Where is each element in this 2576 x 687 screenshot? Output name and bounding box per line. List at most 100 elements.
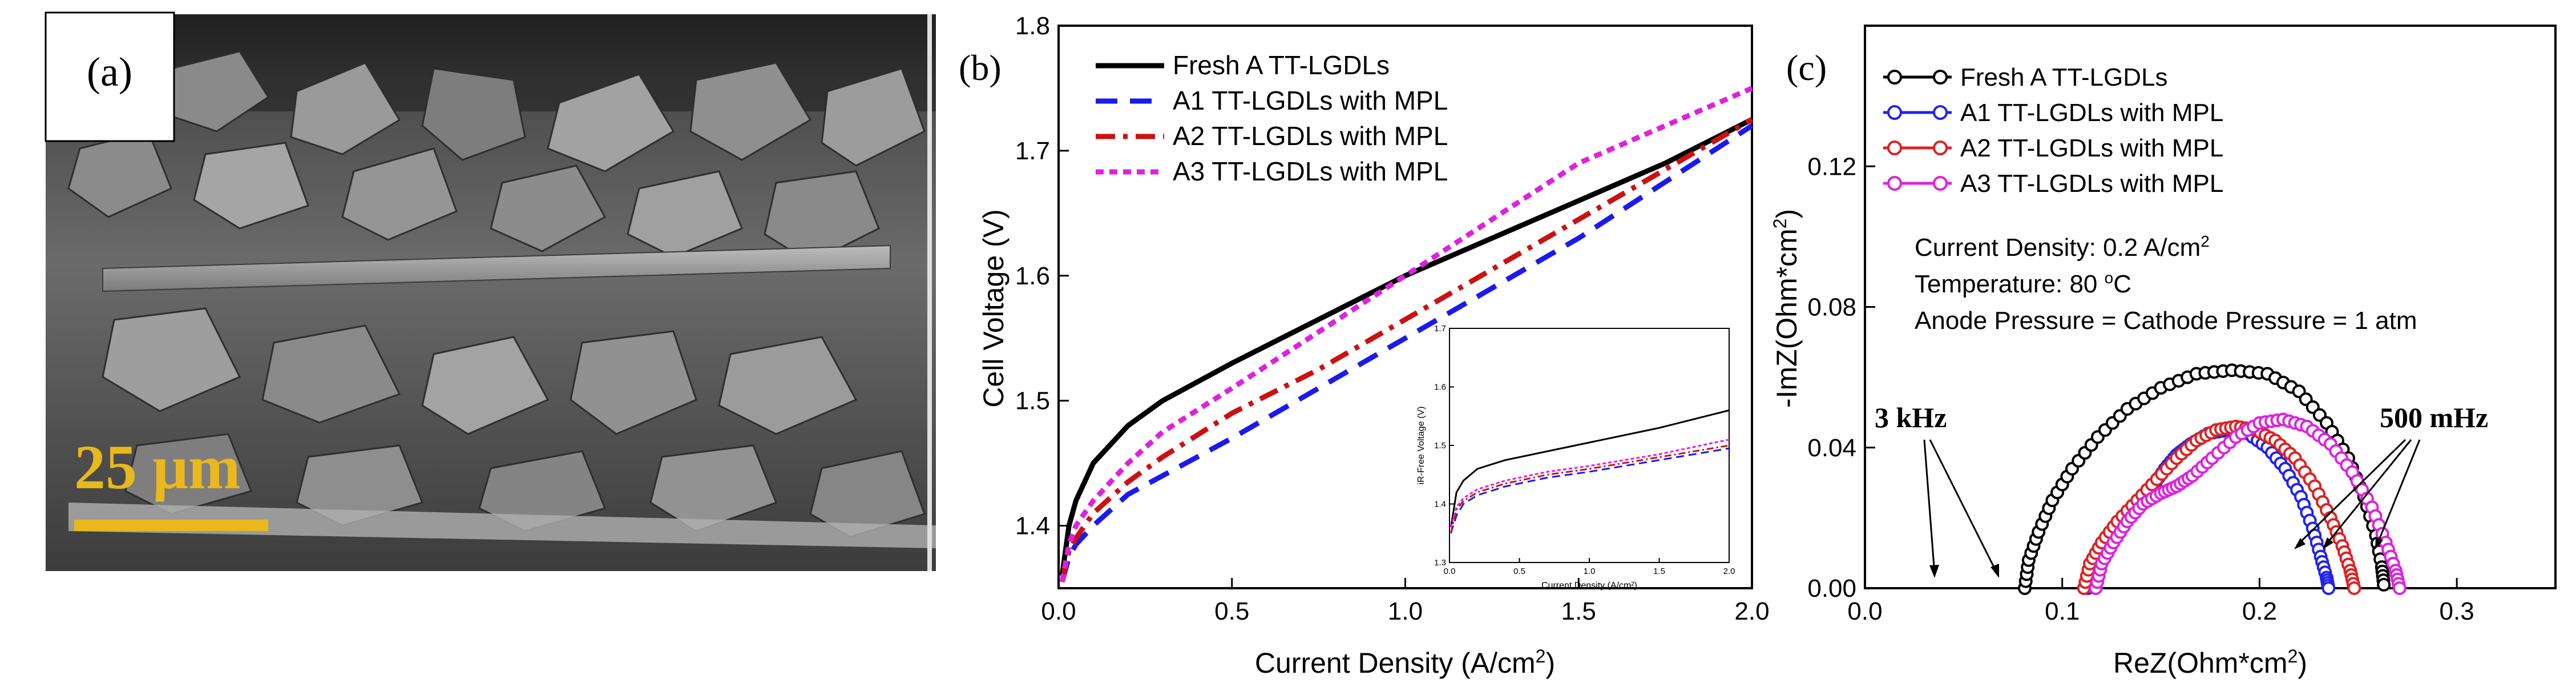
inset-series-line-3 [1450, 439, 1730, 528]
b-ytick-label: 1.6 [1015, 262, 1050, 290]
b-ytick-label: 1.5 [1015, 387, 1050, 415]
inset-xtick-label: 0.5 [1513, 567, 1525, 576]
legend-c-text-a3: A3 TT-LGDLs with MPL [1960, 170, 2223, 198]
b-xtick-label: 2.0 [1734, 597, 1769, 625]
scale-bar-label: 25 μm [74, 432, 241, 502]
b-xtick-label: 1.5 [1561, 597, 1596, 625]
inset-series-line-2 [1449, 444, 1730, 534]
legend-c-text-a1: A1 TT-LGDLs with MPL [1960, 99, 2223, 127]
inset-xtick-label: 1.5 [1653, 567, 1665, 576]
sem-bottom-edge [68, 503, 936, 548]
legend-item-a3: A3 TT-LGDLs with MPL [1096, 156, 1448, 186]
panel-b-polarization-chart: (b) 0.0 0.5 1.0 1.5 2.0 1.4 1.5 1.6 1.7 1.8 Curre… [959, 12, 1770, 679]
inset-xtick-label: 0.0 [1444, 567, 1456, 576]
arrowhead [1929, 565, 1939, 578]
legend-c-marker-a2 [1887, 140, 1902, 155]
panel-b-legend: Fresh A TT-LGDLs A1 TT-LGDLs with MPL A2… [1096, 50, 1448, 186]
inset-ytick-label: 1.5 [1434, 441, 1446, 451]
legend-c-marker-a1 [1933, 105, 1948, 120]
inset-ylabel: iR-Free Voltage (V) [1416, 407, 1426, 485]
arrow-3khz-fresh [1923, 439, 1936, 574]
inset-xlabel: Current Density (A/cm²) [1541, 581, 1637, 590]
c-xtick-label: 0.1 [2045, 597, 2080, 625]
b-ytick-label: 1.7 [1015, 137, 1050, 165]
legend-item-fresh: Fresh A TT-LGDLs [1096, 50, 1390, 80]
panel-c-nyquist-chart: (c) 0.0 0.1 0.2 0.3 0.00 0.04 0.08 0.12 ReZ(Ohm… [1770, 25, 2557, 679]
b-ytick-label: 1.8 [1015, 12, 1050, 40]
arrowhead [2323, 537, 2333, 549]
legend-c-marker-fresh [1887, 70, 1902, 85]
sem-particles [67, 50, 926, 538]
b-series-line-1 [1059, 123, 1754, 583]
annotation-pressure: Anode Pressure = Cathode Pressure = 1 at… [1915, 307, 2417, 335]
annotation-3khz: 3 kHz [1875, 401, 1947, 433]
inset-series-line-1 [1450, 447, 1730, 534]
inset-xtick-label: 1.0 [1584, 567, 1596, 576]
legend-c-marker-a1 [1887, 105, 1902, 120]
c-series-line-0 [2024, 369, 2385, 589]
panel-b-inset: 0.0 0.5 1.0 1.5 2.0 1.3 1.4 1.5 1.6 1.7 Current D… [1416, 324, 1735, 590]
annotation-arrowheads [1929, 537, 2383, 578]
inset-ytick-label: 1.6 [1434, 383, 1446, 392]
legend-c-marker-a2 [1933, 140, 1948, 155]
panel-c-xlabel: ReZ(Ohm*cm2) [2113, 646, 2307, 679]
inset-series-lines [1449, 409, 1730, 534]
arrowhead [2294, 538, 2306, 549]
arrow-3khz-a1 [1929, 439, 1998, 574]
c-ytick-label: 0.04 [1807, 434, 1856, 462]
legend-c-marker-a3 [1887, 176, 1902, 191]
b-series-line-3 [1059, 86, 1753, 582]
legend-c-marker-a3 [1933, 176, 1948, 191]
inset-ytick-label: 1.3 [1434, 558, 1446, 568]
panel-a-sem-image: (a) 25 μm [45, 11, 936, 571]
b-xtick-label: 1.0 [1388, 597, 1423, 625]
legend-item-c-fresh: Fresh A TT-LGDLs [1883, 63, 2168, 91]
panel-b-series-lines [1059, 86, 1754, 583]
c-xtick-label: 0.3 [2440, 597, 2474, 625]
b-xtick-label: 0.0 [1041, 597, 1076, 625]
legend-text-a2: A2 TT-LGDLs with MPL [1173, 121, 1448, 151]
arrow-500mhz-a2 [2324, 439, 2412, 546]
inset-series-line-0 [1449, 409, 1730, 528]
legend-text-a1: A1 TT-LGDLs with MPL [1173, 86, 1448, 115]
arrow-500mhz-a1 [2296, 439, 2407, 547]
panel-b-ylabel: Cell Voltage (V) [978, 209, 1010, 407]
c-xtick-label: 0.0 [1847, 597, 1882, 625]
legend-item-c-a2: A2 TT-LGDLs with MPL [1883, 134, 2223, 162]
panel-a-label: (a) [87, 49, 132, 95]
c-series-point-1 [2321, 581, 2336, 595]
panel-c-ylabel: -ImZ(Ohm*cm2) [1770, 209, 1803, 408]
c-ytick-label: 0.00 [1807, 574, 1856, 602]
b-xtick-label: 0.5 [1214, 597, 1249, 625]
inset-frame [1449, 328, 1730, 563]
legend-item-c-a1: A1 TT-LGDLs with MPL [1883, 99, 2223, 127]
legend-item-c-a3: A3 TT-LGDLs with MPL [1883, 170, 2223, 198]
panel-c-series [2018, 363, 2407, 595]
annotation-temperature: Temperature: 80 oC [1915, 269, 2131, 298]
inset-xtick-label: 2.0 [1723, 567, 1735, 576]
arrowhead [2375, 537, 2383, 549]
annotation-500mhz: 500 mHz [2380, 401, 2488, 433]
panel-c-legend: Fresh A TT-LGDLs A1 TT-LGDLs with MPL A2… [1883, 63, 2223, 198]
legend-c-text-a2: A2 TT-LGDLs with MPL [1960, 134, 2223, 162]
panel-b-label: (b) [959, 47, 1002, 88]
c-ytick-label: 0.08 [1807, 294, 1856, 322]
b-series-line-2 [1059, 117, 1754, 583]
b-series-line-0 [1059, 117, 1754, 576]
panel-b-xlabel: Current Density (A/cm2) [1255, 646, 1555, 679]
panel-c-ticks: 0.0 0.1 0.2 0.3 0.00 0.04 0.08 0.12 [1807, 152, 2474, 625]
panel-c-label: (c) [1786, 47, 1827, 88]
inset-ytick-label: 1.4 [1434, 500, 1446, 509]
c-ytick-label: 0.12 [1807, 152, 1856, 180]
legend-text-fresh: Fresh A TT-LGDLs [1173, 50, 1390, 80]
arrowhead [1990, 564, 1999, 578]
legend-c-text-fresh: Fresh A TT-LGDLs [1960, 63, 2168, 91]
annotation-arrows [1923, 439, 2421, 574]
legend-c-marker-fresh [1933, 70, 1948, 85]
inset-ytick-label: 1.7 [1434, 324, 1446, 334]
arrow-500mhz-a3 [2376, 439, 2421, 546]
panel-a-label-box [45, 11, 175, 142]
c-series-point-2 [2347, 581, 2361, 595]
b-ytick-label: 1.4 [1015, 512, 1050, 540]
